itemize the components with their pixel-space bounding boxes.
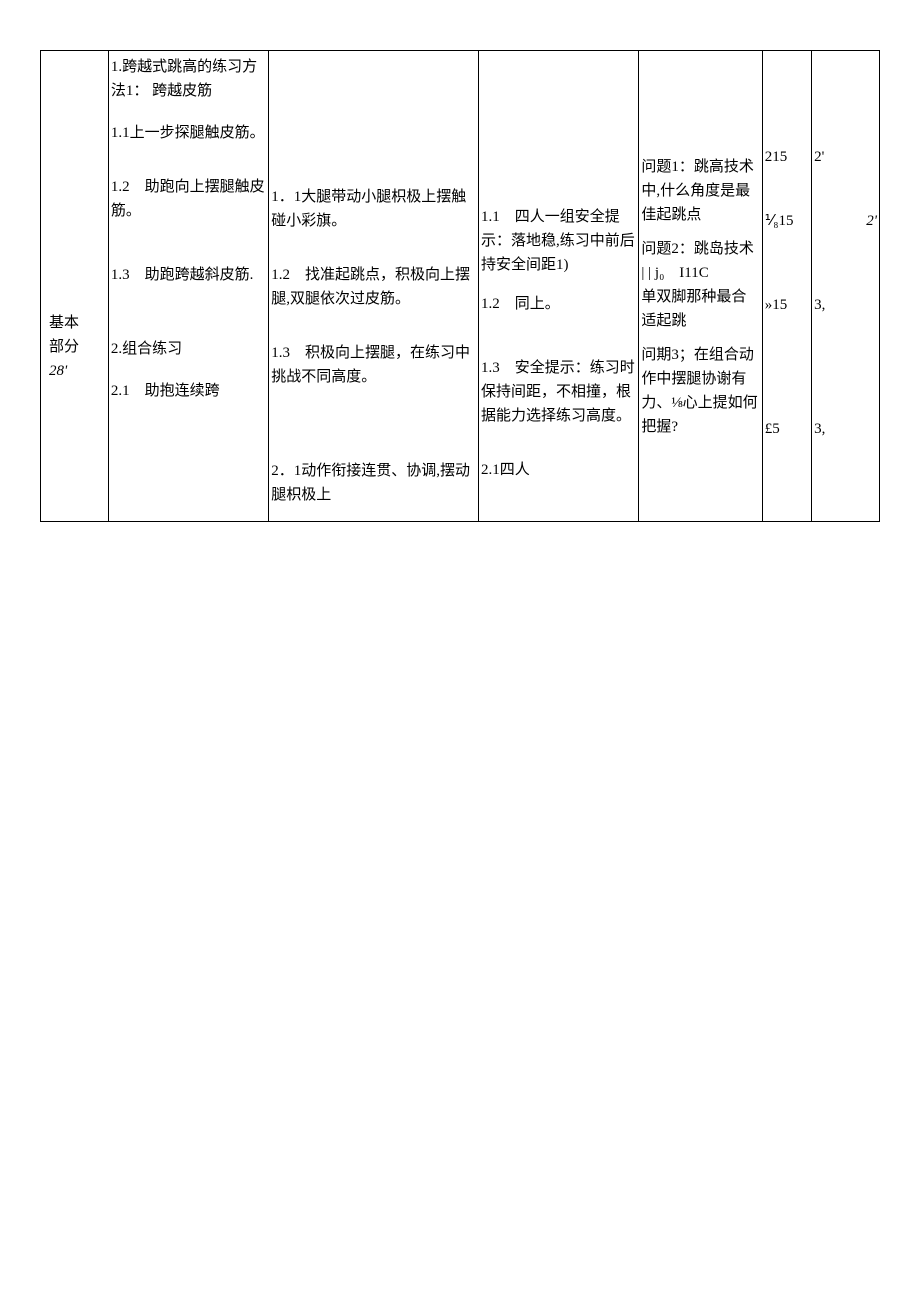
content-text: 1.跨越式跳高的练习方法1： 跨越皮筋 bbox=[111, 55, 266, 103]
section-cell: 基本 部分 28' bbox=[41, 51, 109, 522]
content-text: 1.1上一步探腿触皮筋。 bbox=[111, 121, 266, 145]
content-text: 问题1：跳高技术中,什么角度是最佳起跳点 bbox=[641, 155, 759, 227]
content-text: 1．1大腿带动小腿枳极上摆触碰小彩旗。 bbox=[271, 185, 476, 233]
time-cell: 215 ⅟₈15 »15 £5 bbox=[762, 51, 811, 522]
organization-cell: 1.1 四人一组安全提示：落地稳,练习中前后持安全间距1) 1.2 同上。 1.… bbox=[479, 51, 639, 522]
section-label-1: 基本 bbox=[49, 311, 106, 335]
content-text: 3, bbox=[814, 417, 877, 441]
content-text: 2.1四人 bbox=[481, 458, 636, 482]
content-text: 1.3 积极向上摆腿，在练习中挑战不同高度。 bbox=[271, 341, 476, 389]
intensity-cell: 2' 2' 3, 3, bbox=[812, 51, 880, 522]
content-text: 2' bbox=[814, 209, 877, 233]
requirements-cell: 1．1大腿带动小腿枳极上摆触碰小彩旗。 1.2 找准起跳点，积极向上摆腿,双腿依… bbox=[269, 51, 479, 522]
content-text: 1.2 找准起跳点，积极向上摆腿,双腿依次过皮筋。 bbox=[271, 263, 476, 311]
content-text: 3, bbox=[814, 293, 877, 317]
content-text: »15 bbox=[765, 293, 809, 317]
content-text: 问期3；在组合动 bbox=[641, 343, 759, 367]
table-row: 基本 部分 28' 1.跨越式跳高的练习方法1： 跨越皮筋 1.1上一步探腿触皮… bbox=[41, 51, 880, 522]
lesson-plan-table: 基本 部分 28' 1.跨越式跳高的练习方法1： 跨越皮筋 1.1上一步探腿触皮… bbox=[40, 50, 880, 522]
content-text: 2.组合练习 bbox=[111, 337, 266, 361]
content-text: 1.1 四人一组安全提示：落地稳,练习中前后持安全间距1) bbox=[481, 205, 636, 277]
questions-cell: 问题1：跳高技术中,什么角度是最佳起跳点 问题2：跳岛技术 | | j₀ I11… bbox=[639, 51, 762, 522]
main-table: 基本 部分 28' 1.跨越式跳高的练习方法1： 跨越皮筋 1.1上一步探腿触皮… bbox=[40, 50, 880, 522]
content-text: ⅟₈15 bbox=[765, 209, 809, 233]
content-text: 215 bbox=[765, 145, 809, 169]
section-number: 28' bbox=[49, 359, 106, 383]
content-text: 1.3 助跑跨越斜皮筋. bbox=[111, 263, 266, 287]
content-text: 2' bbox=[814, 145, 877, 169]
content-text: 1.3 安全提示：练习时保持间距，不相撞，根据能力选择练习高度。 bbox=[481, 356, 636, 428]
content-text: 2.1 助抱连续跨 bbox=[111, 379, 266, 403]
content-text: 问题2：跳岛技术 bbox=[641, 237, 759, 261]
content-text: 单双脚那种最合适起跳 bbox=[641, 285, 759, 333]
content-text: | | j₀ I11C bbox=[641, 261, 759, 285]
content-text: 1.2 同上。 bbox=[481, 292, 636, 316]
content-text: £5 bbox=[765, 417, 809, 441]
content-text: 作中摆腿协谢有力、⅛心上提如何把握? bbox=[641, 367, 759, 439]
section-label-2: 部分 bbox=[49, 335, 106, 359]
practice-methods-cell: 1.跨越式跳高的练习方法1： 跨越皮筋 1.1上一步探腿触皮筋。 1.2 助跑向… bbox=[108, 51, 268, 522]
content-text: 2．1动作衔接连贯、协调,摆动腿枳极上 bbox=[271, 459, 476, 507]
content-text: 1.2 助跑向上摆腿触皮筋。 bbox=[111, 175, 266, 223]
